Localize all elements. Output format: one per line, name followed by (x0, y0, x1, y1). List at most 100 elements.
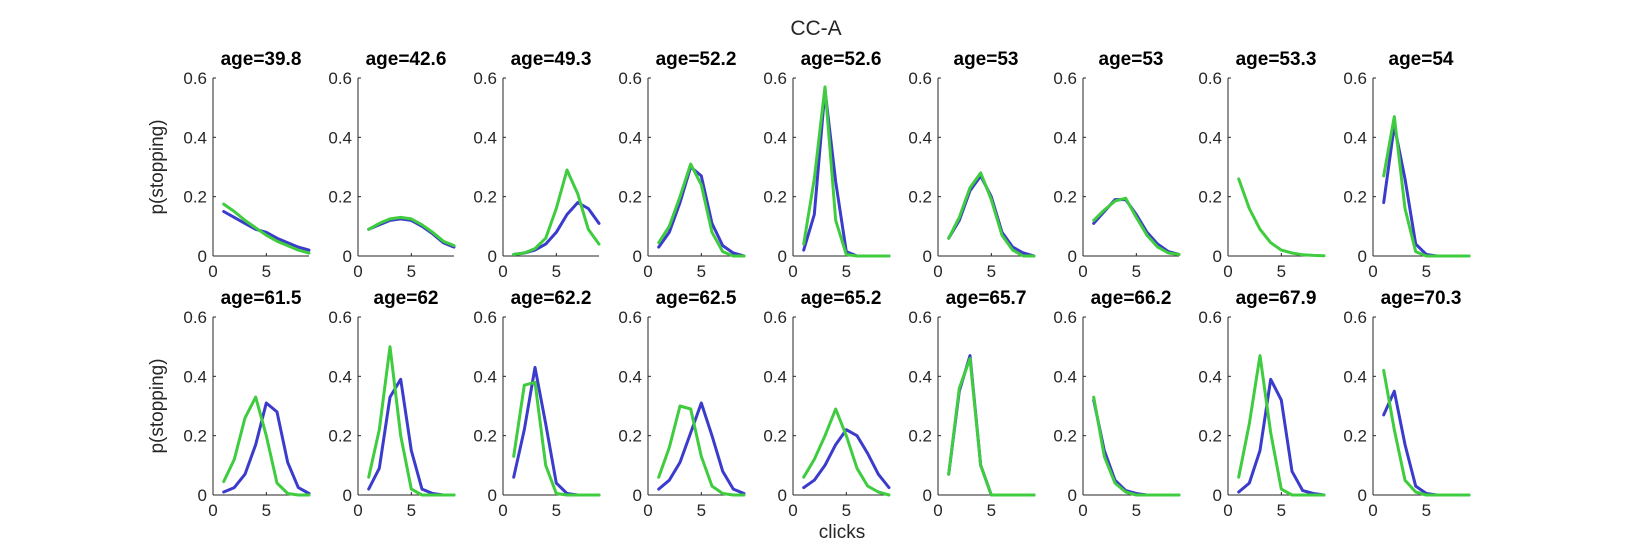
y-tick-label: 0.4 (908, 128, 932, 147)
y-tick-label: 0.4 (473, 367, 497, 386)
y-tick-label: 0.2 (908, 427, 932, 446)
subplot: age=66.2 0 0.2 0.4 0.6 0 5 (1053, 288, 1181, 520)
green-series-line (1382, 115, 1471, 258)
y-axis-label: p(stopping) (147, 358, 168, 453)
y-tick-label: 0.4 (908, 367, 932, 386)
y-tick-label: 0 (1068, 486, 1077, 505)
subplot-title: age=39.8 (221, 49, 302, 70)
y-tick-label: 0.6 (473, 69, 497, 88)
y-tick-label: 0 (1358, 247, 1367, 266)
x-tick-label: 5 (987, 262, 996, 281)
y-tick-label: 0 (923, 247, 932, 266)
blue-series-line (657, 165, 746, 258)
blue-series-line (802, 428, 891, 490)
y-tick-label: 0.4 (763, 367, 787, 386)
y-tick-label: 0 (1068, 247, 1077, 266)
y-tick-label: 0.2 (328, 188, 352, 207)
blue-series-line (1092, 398, 1181, 497)
y-tick-label: 0.2 (183, 188, 207, 207)
subplot: age=70.3 0 0.2 0.4 0.6 0 5 (1343, 288, 1471, 520)
green-series-line (367, 345, 456, 497)
y-tick-label: 0.6 (618, 69, 642, 88)
y-tick-label: 0 (778, 486, 787, 505)
x-tick-label: 5 (842, 501, 851, 520)
y-tick-label: 0.2 (1343, 427, 1367, 446)
y-tick-label: 0.2 (763, 188, 787, 207)
y-tick-label: 0.2 (183, 427, 207, 446)
x-tick-label: 5 (1422, 501, 1431, 520)
y-tick-label: 0.4 (763, 128, 787, 147)
y-tick-label: 0.2 (618, 427, 642, 446)
subplot: age=65.2 0 0.2 0.4 0.6 0 5 (763, 288, 891, 520)
x-tick-label: 5 (987, 501, 996, 520)
green-series-line (657, 162, 746, 258)
green-series-line (657, 404, 746, 497)
y-tick-label: 0.4 (618, 367, 642, 386)
y-tick-label: 0 (633, 486, 642, 505)
x-tick-label: 0 (933, 262, 942, 281)
subplot-title: age=62 (374, 288, 439, 309)
x-tick-label: 0 (1078, 262, 1087, 281)
x-tick-label: 0 (643, 262, 652, 281)
subplot: age=67.9 0 0.2 0.4 0.6 0 5 (1198, 288, 1326, 520)
x-tick-label: 5 (842, 262, 851, 281)
x-tick-label: 0 (208, 501, 217, 520)
y-tick-label: 0.6 (473, 308, 497, 327)
subplot: age=49.3 0 0.2 0.4 0.6 0 5 (473, 49, 601, 281)
y-tick-label: 0 (923, 486, 932, 505)
x-tick-label: 5 (1277, 262, 1286, 281)
green-series-line (947, 171, 1036, 258)
subplot: age=53 0 0.2 0.4 0.6 0 5 (908, 49, 1036, 281)
y-tick-label: 0.6 (328, 308, 352, 327)
x-tick-label: 0 (353, 501, 362, 520)
x-tick-label: 0 (788, 262, 797, 281)
y-tick-label: 0.6 (908, 308, 932, 327)
x-tick-label: 0 (788, 501, 797, 520)
x-tick-label: 5 (1422, 262, 1431, 281)
y-tick-label: 0.6 (1053, 308, 1077, 327)
y-tick-label: 0.6 (328, 69, 352, 88)
x-tick-label: 0 (1223, 501, 1232, 520)
x-tick-label: 0 (208, 262, 217, 281)
x-tick-label: 5 (697, 262, 706, 281)
subplot: age=61.5 0 0.2 0.4 0.6 0 5 p(stopping) (147, 288, 311, 520)
y-tick-label: 0.4 (328, 128, 352, 147)
blue-series-line (512, 365, 601, 497)
y-axis-label: p(stopping) (147, 119, 168, 214)
x-tick-label: 0 (933, 501, 942, 520)
green-series-line (1237, 177, 1326, 258)
x-tick-label: 0 (1223, 262, 1232, 281)
y-tick-label: 0.4 (183, 128, 207, 147)
x-tick-label: 0 (353, 262, 362, 281)
subplot-title: age=53 (1099, 49, 1164, 70)
y-tick-label: 0.4 (1198, 367, 1222, 386)
y-tick-label: 0.6 (1198, 69, 1222, 88)
green-series-line (222, 202, 311, 255)
subplot-title: age=42.6 (366, 49, 447, 70)
x-tick-label: 0 (1368, 262, 1377, 281)
subplot-title: age=62.2 (511, 288, 592, 309)
subplot-title: age=70.3 (1381, 288, 1462, 309)
y-tick-label: 0.2 (1053, 188, 1077, 207)
y-tick-label: 0.2 (473, 427, 497, 446)
green-series-line (1092, 395, 1181, 497)
green-series-line (512, 380, 601, 497)
subplot-title: age=66.2 (1091, 288, 1172, 309)
subplot-title: age=67.9 (1236, 288, 1317, 309)
y-tick-label: 0.4 (328, 367, 352, 386)
subplot-title: age=54 (1389, 49, 1454, 70)
y-tick-label: 0.6 (1198, 308, 1222, 327)
subplot-title: age=49.3 (511, 49, 592, 70)
x-tick-label: 0 (498, 262, 507, 281)
subplot: age=65.7 0 0.2 0.4 0.6 0 5 (908, 288, 1036, 520)
subplot: age=62.2 0 0.2 0.4 0.6 0 5 (473, 288, 601, 520)
y-tick-label: 0.2 (1053, 427, 1077, 446)
subplot: age=52.6 0 0.2 0.4 0.6 0 5 (763, 49, 891, 281)
x-tick-label: 5 (262, 262, 271, 281)
green-series-line (222, 395, 311, 497)
x-tick-label: 5 (552, 501, 561, 520)
subplot-title: age=52.6 (801, 49, 882, 70)
y-tick-label: 0.4 (1343, 367, 1367, 386)
green-series-line (1382, 368, 1471, 497)
